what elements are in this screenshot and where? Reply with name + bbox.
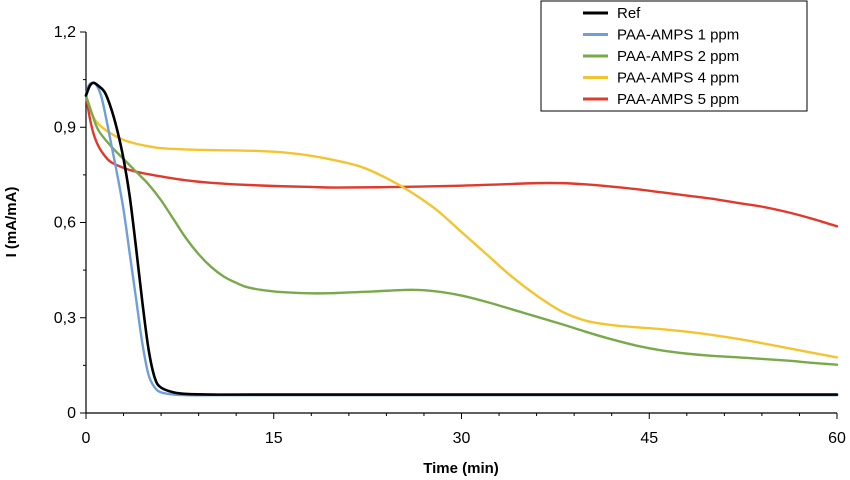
legend-label: PAA-AMPS 5 ppm <box>617 91 739 108</box>
series-line-ref <box>84 81 839 396</box>
x-tick-label: 15 <box>265 430 283 447</box>
y-tick-label: 0,6 <box>54 215 76 232</box>
x-tick-label: 30 <box>453 430 471 447</box>
series-line-paa-amps-4-ppm <box>84 94 839 359</box>
y-tick-label: 0,9 <box>54 119 76 136</box>
y-tick-label: 1,2 <box>54 24 76 41</box>
x-tick-label: 60 <box>828 430 846 447</box>
series-line-paa-amps-1-ppm <box>84 81 839 397</box>
axes: 0 0,3 0,6 0,9 1,2 0 15 30 45 60 <box>54 24 846 447</box>
series-line-paa-amps-5-ppm <box>84 94 839 228</box>
legend-label: Ref <box>617 5 641 22</box>
x-tick-label: 0 <box>82 430 91 447</box>
y-tick-label: 0 <box>67 405 76 422</box>
y-axis-title: I (mA/mA) <box>3 187 20 258</box>
legend-label: PAA-AMPS 4 ppm <box>617 70 739 87</box>
y-tick-label: 0,3 <box>54 310 76 327</box>
legend-label: PAA-AMPS 1 ppm <box>617 27 739 44</box>
series-lines <box>84 81 839 397</box>
legend: Ref PAA-AMPS 1 ppm PAA-AMPS 2 ppm PAA-AMPS … <box>540 0 808 112</box>
series-line-paa-amps-2-ppm <box>84 94 839 366</box>
x-axis-title: Time (min) <box>423 460 499 477</box>
legend-label: PAA-AMPS 2 ppm <box>617 48 739 65</box>
x-tick-label: 45 <box>640 430 658 447</box>
